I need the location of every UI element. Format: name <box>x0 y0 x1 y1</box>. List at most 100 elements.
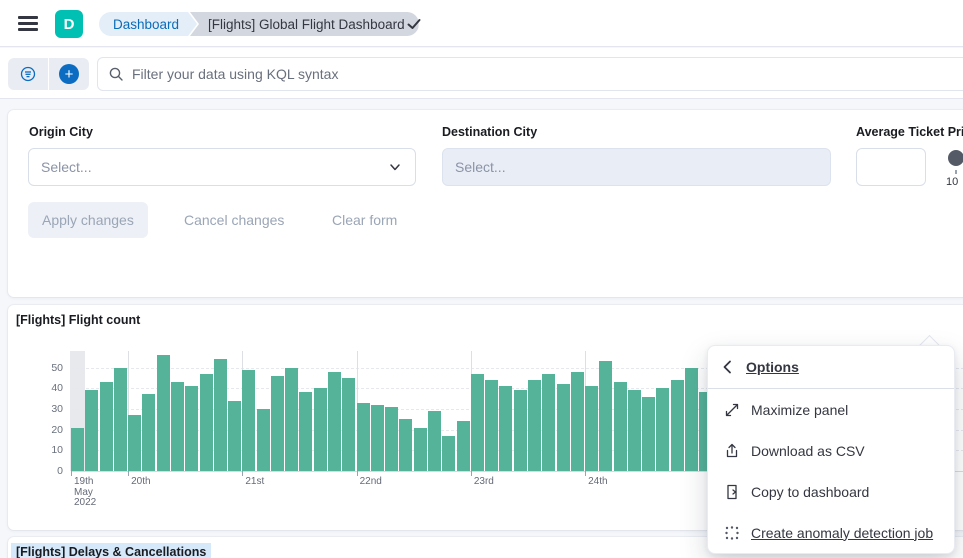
flight-count-bar[interactable] <box>456 421 470 471</box>
flight-count-bar[interactable] <box>370 404 384 471</box>
maximize-icon <box>725 403 739 416</box>
flight-count-bar[interactable] <box>71 427 84 471</box>
apply-changes-button[interactable]: Apply changes <box>28 202 148 238</box>
flight-count-bar[interactable] <box>242 369 256 471</box>
breadcrumb-dashboard[interactable]: Dashboard <box>99 12 197 36</box>
search-icon <box>109 67 123 81</box>
flight-count-bar[interactable] <box>499 386 513 471</box>
menu-item-label: Maximize panel <box>751 401 849 418</box>
chevron-down-icon <box>390 164 400 171</box>
flight-count-bar[interactable] <box>585 386 599 471</box>
flight-count-bar[interactable] <box>85 390 99 471</box>
x-axis-tick-label: 21st <box>245 476 265 487</box>
flight-count-bar[interactable] <box>627 390 641 471</box>
flight-count-bar[interactable] <box>613 382 627 471</box>
options-menu-title: Options <box>746 359 799 375</box>
clear-form-button[interactable]: Clear form <box>332 202 397 238</box>
flight-count-bar[interactable] <box>328 371 342 471</box>
flight-count-bar[interactable] <box>199 373 213 471</box>
flight-count-bar[interactable] <box>385 406 399 471</box>
x-axis-tick <box>356 471 358 476</box>
flight-count-bar[interactable] <box>413 427 427 471</box>
cancel-changes-button[interactable]: Cancel changes <box>184 202 284 238</box>
flight-count-bar[interactable] <box>485 379 499 471</box>
flight-count-bar[interactable] <box>270 375 284 471</box>
check-icon[interactable] <box>405 15 423 33</box>
price-slider-handle[interactable] <box>948 150 963 166</box>
flight-count-bar[interactable] <box>313 388 327 471</box>
flight-count-bar-chart[interactable]: 0 10 20 30 40 50 19th May 2022 20th 21st 22nd 23rd 24… <box>51 351 963 508</box>
flight-count-bar[interactable] <box>599 361 613 471</box>
kql-search-box <box>97 57 963 91</box>
menu-item-download-csv[interactable]: Download as CSV <box>708 430 954 471</box>
flight-count-bar[interactable] <box>542 373 556 471</box>
menu-item-create-anomaly-job[interactable]: Create anomaly detection job <box>708 512 954 553</box>
flight-count-bar[interactable] <box>428 411 441 471</box>
menu-item-label: Download as CSV <box>751 442 865 459</box>
flight-count-bar[interactable] <box>256 408 270 471</box>
machine-learning-icon <box>725 525 739 540</box>
menu-item-maximize-panel[interactable]: Maximize panel <box>708 389 954 430</box>
flight-count-bar[interactable] <box>128 415 142 471</box>
flight-count-bar[interactable] <box>527 379 541 471</box>
flight-count-panel-title: [Flights] Flight count <box>16 313 141 327</box>
delays-panel-title-text: [Flights] Delays & Cancellations <box>11 543 212 558</box>
flight-count-bar[interactable] <box>156 355 170 471</box>
y-axis-tick-label: 20 <box>51 423 63 436</box>
flight-count-bar[interactable] <box>399 419 413 471</box>
flight-count-bar[interactable] <box>556 384 570 471</box>
menu-item-label: Copy to dashboard <box>751 483 870 500</box>
flight-count-bar[interactable] <box>670 379 684 471</box>
download-icon <box>726 443 738 457</box>
flight-count-bar[interactable] <box>470 373 484 471</box>
x-axis-tick-label: 20th <box>131 476 151 487</box>
flight-count-bar[interactable] <box>285 367 299 471</box>
origin-city-placeholder: Select... <box>41 159 92 175</box>
origin-city-select[interactable]: Select... <box>28 148 416 186</box>
flight-count-bar[interactable] <box>342 377 356 471</box>
x-axis-tick <box>128 471 130 476</box>
x-axis-tick-label: 19th May 2022 <box>74 476 97 508</box>
saved-query-menu-button[interactable] <box>8 58 49 90</box>
origin-city-label: Origin City <box>29 125 93 139</box>
destination-city-placeholder: Select... <box>455 159 506 175</box>
options-back-button[interactable]: Options <box>708 346 954 389</box>
flight-count-bar[interactable] <box>185 386 199 471</box>
y-gridline <box>71 388 963 390</box>
filter-icon <box>20 66 36 82</box>
flight-count-bar[interactable] <box>642 396 656 471</box>
x-axis-tick-label: 23rd <box>473 476 494 487</box>
menu-hamburger-icon[interactable] <box>18 16 38 31</box>
flight-count-bar[interactable] <box>299 392 313 471</box>
flight-count-bar[interactable] <box>170 382 184 471</box>
x-axis-tick-label: 22nd <box>359 476 382 487</box>
y-axis-tick-label: 0 <box>57 465 63 477</box>
x-axis-tick <box>242 471 244 476</box>
flight-count-bar[interactable] <box>513 390 527 471</box>
day-gridline <box>128 351 130 471</box>
x-axis-line <box>71 471 963 472</box>
flight-count-bar[interactable] <box>213 359 227 471</box>
x-axis-tick <box>470 471 472 476</box>
flight-count-bar[interactable] <box>570 371 584 471</box>
flight-count-bar[interactable] <box>142 394 156 471</box>
copy-icon <box>727 484 737 499</box>
kql-search-input[interactable] <box>132 66 962 82</box>
add-filter-button[interactable]: + <box>49 58 89 90</box>
breadcrumb-current-dashboard: [Flights] Global Flight Dashboard <box>190 12 419 36</box>
menu-item-copy-to-dashboard[interactable]: Copy to dashboard <box>708 471 954 512</box>
y-axis-tick-label: 40 <box>51 382 63 395</box>
delays-panel-title: [Flights] Delays & Cancellations <box>11 543 212 558</box>
destination-city-select[interactable]: Select... <box>442 148 831 186</box>
query-bar: + <box>0 48 963 99</box>
flight-count-bar[interactable] <box>685 367 699 471</box>
flight-count-bar[interactable] <box>99 382 113 471</box>
flight-count-bar[interactable] <box>656 388 670 471</box>
flight-count-bar[interactable] <box>113 367 127 471</box>
flight-count-bar[interactable] <box>442 435 456 471</box>
average-ticket-price-input[interactable] <box>856 148 926 186</box>
space-avatar[interactable]: D <box>55 10 83 38</box>
flight-count-bar[interactable] <box>356 402 370 471</box>
y-axis-tick-label: 30 <box>51 402 63 415</box>
flight-count-bar[interactable] <box>228 400 242 471</box>
